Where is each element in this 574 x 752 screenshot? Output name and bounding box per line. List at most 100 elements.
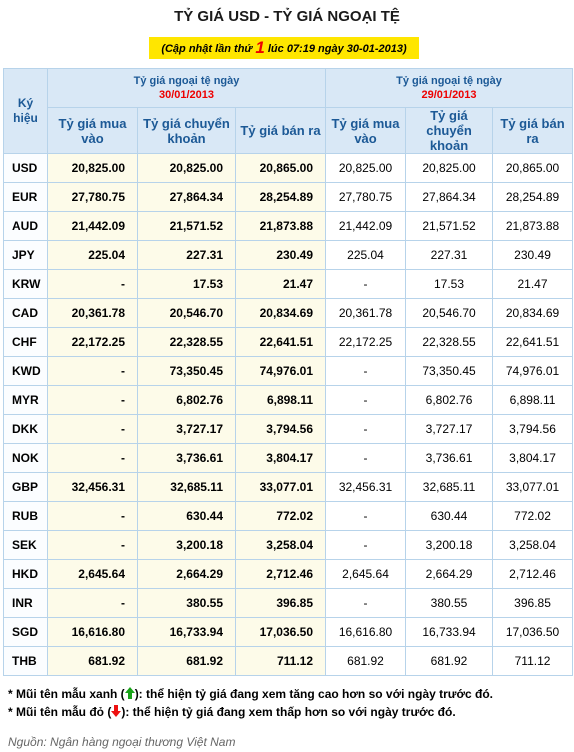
rate-cell: 2,664.29 <box>405 559 494 589</box>
rate-cell: 227.31 <box>137 240 236 270</box>
update-text: (Cập nhật lần thứ <box>161 43 253 55</box>
group-label: Tỷ giá ngoại tệ ngày <box>396 75 502 87</box>
rate-cell: 16,616.80 <box>325 617 407 647</box>
rate-cell: 17,036.50 <box>492 617 574 647</box>
rate-cell: 772.02 <box>234 501 327 531</box>
group-date: 29/01/2013 <box>421 89 477 101</box>
rate-cell: - <box>47 385 138 415</box>
column-header: Tỷ giá bán ra <box>492 107 574 154</box>
column-header: Tỷ giá mua vào <box>47 107 138 154</box>
rate-cell: 17.53 <box>405 269 494 299</box>
rate-cell: 230.49 <box>492 240 574 270</box>
note-text: * Mũi tên mẫu xanh ( <box>8 687 125 701</box>
rate-cell: 21,571.52 <box>405 211 494 241</box>
rate-cell: 32,456.31 <box>325 472 407 502</box>
rate-cell: 2,645.64 <box>325 559 407 589</box>
rate-row: DKK -3,727.17 3,794.56-3,727.17 3,794.56 <box>3 414 574 444</box>
rate-cell: 27,864.34 <box>405 182 494 212</box>
rate-row: SGD 16,616.80 16,733.94 17,036.50 16,616.80 1… <box>3 617 574 647</box>
table-body: USD 20,825.00 20,825.00 20,865.00 20,825.00 2… <box>3 153 574 676</box>
rate-cell: - <box>325 269 407 299</box>
rate-cell: 681.92 <box>325 646 407 676</box>
up-arrow <box>124 687 135 699</box>
rate-cell: 22,641.51 <box>234 327 327 357</box>
group-header: Tỷ giá ngoại tệ ngày 30/01/2013 <box>46 68 327 108</box>
rate-cell: 20,825.00 <box>325 153 407 183</box>
group-date: 30/01/2013 <box>158 89 215 101</box>
column-header: Tỷ giá chuyển khoản <box>137 107 236 154</box>
rate-cell: - <box>47 588 138 618</box>
rate-cell: - <box>325 414 407 444</box>
rate-cell: 3,804.17 <box>234 443 327 473</box>
rate-cell: 21,442.09 <box>47 211 138 241</box>
rate-row: THB 681.92 681.92 711.12 681.92 681.92 711.12 <box>3 646 574 676</box>
note-text: * Mũi tên mẫu đỏ ( <box>8 705 112 719</box>
rate-cell: 20,361.78 <box>325 298 407 328</box>
rate-cell: - <box>325 385 407 415</box>
rate-cell: - <box>325 501 407 531</box>
rate-row: CAD 20,361.78 20,546.70 20,834.69 20,361.78 2… <box>3 298 574 328</box>
rate-cell: 2,712.46 <box>492 559 574 589</box>
group-header: Tỷ giá ngoại tệ ngày 29/01/2013 <box>325 68 574 108</box>
rate-cell: 681.92 <box>137 646 236 676</box>
currency-code: KRW <box>3 269 48 299</box>
rate-cell: 32,685.11 <box>137 472 236 502</box>
rate-cell: 2,664.29 <box>137 559 236 589</box>
rate-cell: 21.47 <box>492 269 574 299</box>
rate-cell: 380.55 <box>405 588 494 618</box>
rate-cell: 22,328.55 <box>405 327 494 357</box>
rate-cell: 3,200.18 <box>405 530 494 560</box>
rate-cell: 33,077.01 <box>492 472 574 502</box>
rate-cell: 3,200.18 <box>137 530 236 560</box>
rate-cell: 20,825.00 <box>405 153 494 183</box>
rate-row: JPY 225.04 227.31 230.49 225.04 227.31 230.49 <box>3 240 574 270</box>
rate-cell: - <box>325 530 407 560</box>
currency-code: THB <box>3 646 48 676</box>
rate-row: SEK -3,200.18 3,258.04-3,200.18 3,258.04 <box>3 530 574 560</box>
rate-cell: 2,645.64 <box>47 559 138 589</box>
rate-cell: 6,898.11 <box>234 385 327 415</box>
rate-cell: 28,254.89 <box>492 182 574 212</box>
rate-cell: 74,976.01 <box>492 356 574 386</box>
rate-cell: 32,685.11 <box>405 472 494 502</box>
currency-code: SGD <box>3 617 48 647</box>
column-header: Tỷ giá bán ra <box>234 107 327 154</box>
rate-cell: 22,172.25 <box>47 327 138 357</box>
rate-row: KRW -17.53 21.47-17.53 21.47 <box>3 269 574 299</box>
rate-cell: 227.31 <box>405 240 494 270</box>
rate-cell: 6,802.76 <box>405 385 494 415</box>
header-row: Tỷ giá mua vào Tỷ giá chuyển khoản Tỷ giá … <box>4 107 574 154</box>
rate-cell: 3,727.17 <box>405 414 494 444</box>
rate-cell: 20,865.00 <box>234 153 327 183</box>
note-text: ): thể hiện tỷ giá đang xem thấp hơn so … <box>121 705 456 719</box>
rate-row: CHF 22,172.25 22,328.55 22,641.51 22,172.25 2… <box>3 327 574 357</box>
rate-cell: 20,865.00 <box>492 153 574 183</box>
rate-row: EUR 27,780.75 27,864.34 28,254.89 27,780.75 2… <box>3 182 574 212</box>
rate-cell: 225.04 <box>47 240 138 270</box>
rate-cell: 396.85 <box>234 588 327 618</box>
rate-cell: 21,571.52 <box>137 211 236 241</box>
rate-cell: 20,546.70 <box>137 298 236 328</box>
rate-cell: - <box>47 530 138 560</box>
rate-cell: 27,780.75 <box>47 182 138 212</box>
rate-row: HKD 2,645.64 2,664.29 2,712.46 2,645.64 2,664… <box>3 559 574 589</box>
code-header: Ký hiệu <box>3 68 48 154</box>
rate-cell: 20,361.78 <box>47 298 138 328</box>
rate-cell: 16,616.80 <box>47 617 138 647</box>
rate-cell: 396.85 <box>492 588 574 618</box>
column-header: Tỷ giá mua vào <box>325 107 407 154</box>
rate-cell: 2,712.46 <box>234 559 327 589</box>
rate-row: NOK -3,736.61 3,804.17-3,736.61 3,804.17 <box>3 443 574 473</box>
rate-cell: 772.02 <box>492 501 574 531</box>
note: * Mũi tên mẫu xanh (): thể hiện tỷ giá đ… <box>8 687 493 701</box>
rate-cell: 6,802.76 <box>137 385 236 415</box>
rate-table: Ký hiệu Tỷ giá ngoại tệ ngày 30/01/2013 Tỷ … <box>3 68 574 676</box>
rate-cell: 27,864.34 <box>137 182 236 212</box>
rate-cell: - <box>47 501 138 531</box>
rate-cell: - <box>47 414 138 444</box>
currency-code: JPY <box>3 240 48 270</box>
currency-code: CHF <box>3 327 48 357</box>
currency-code: MYR <box>3 385 48 415</box>
update-banner: (Cập nhật lần thứ 1 lúc 07:19 ngày 30-01… <box>149 37 419 59</box>
